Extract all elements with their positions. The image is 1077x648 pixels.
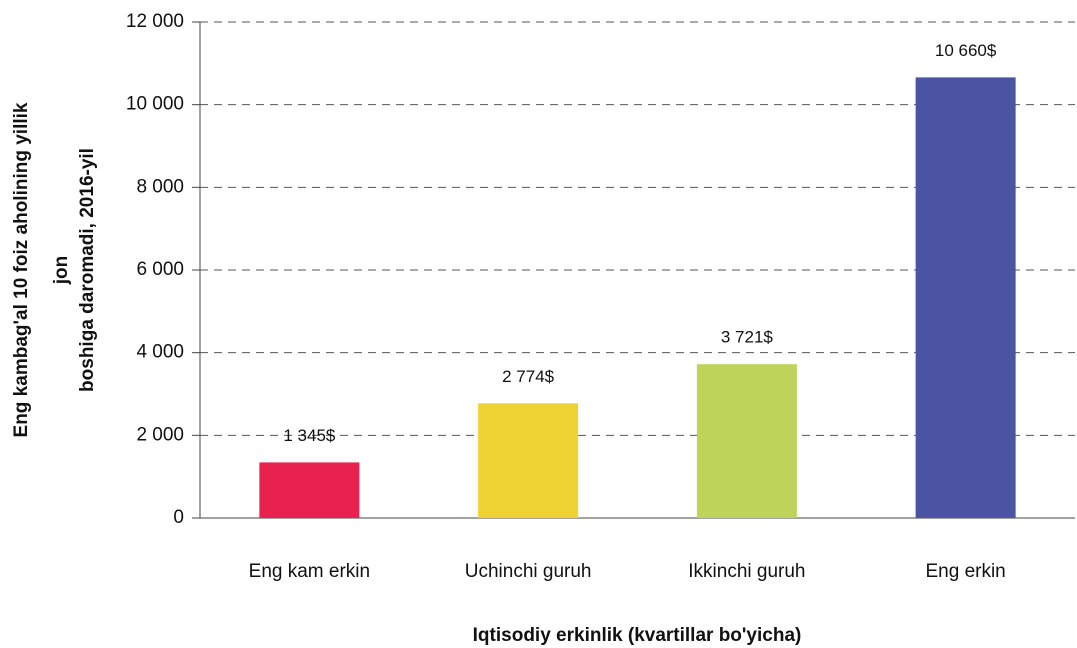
y-tick-label: 12 000 (126, 11, 184, 32)
y-tick-label: 2 000 (136, 424, 184, 445)
x-tick-label: Eng kam erkin (249, 561, 370, 582)
y-tick-label: 4 000 (136, 342, 184, 363)
x-axis-label: Iqtisodiy erkinlik (kvartillar bo'yicha) (473, 625, 802, 646)
value-label: 2 774$ (502, 367, 555, 386)
value-label: 10 660$ (935, 41, 997, 60)
y-axis-label-line: jon (51, 256, 72, 286)
y-axis-label: Eng kambag'al 10 foiz aholining yillik j… (11, 102, 98, 437)
value-label: 1 345$ (283, 426, 336, 445)
y-tick-label: 10 000 (126, 94, 184, 115)
y-axis-label-line: Eng kambag'al 10 foiz aholining yillik (11, 102, 32, 437)
x-tick-label: Ikkinchi guruh (688, 561, 805, 582)
bar (259, 462, 360, 518)
bar (696, 364, 797, 518)
y-tick-label: 6 000 (136, 259, 184, 280)
x-tick-label: Eng erkin (925, 561, 1005, 582)
bar (478, 403, 579, 518)
value-label: 3 721$ (721, 328, 774, 347)
bar (915, 77, 1016, 519)
x-tick-label: Uchinchi guruh (465, 561, 592, 582)
y-tick-label: 8 000 (136, 176, 184, 197)
y-tick-label: 0 (173, 507, 184, 528)
y-axis-label-line: boshiga daromadi, 2016-yil (77, 148, 98, 392)
